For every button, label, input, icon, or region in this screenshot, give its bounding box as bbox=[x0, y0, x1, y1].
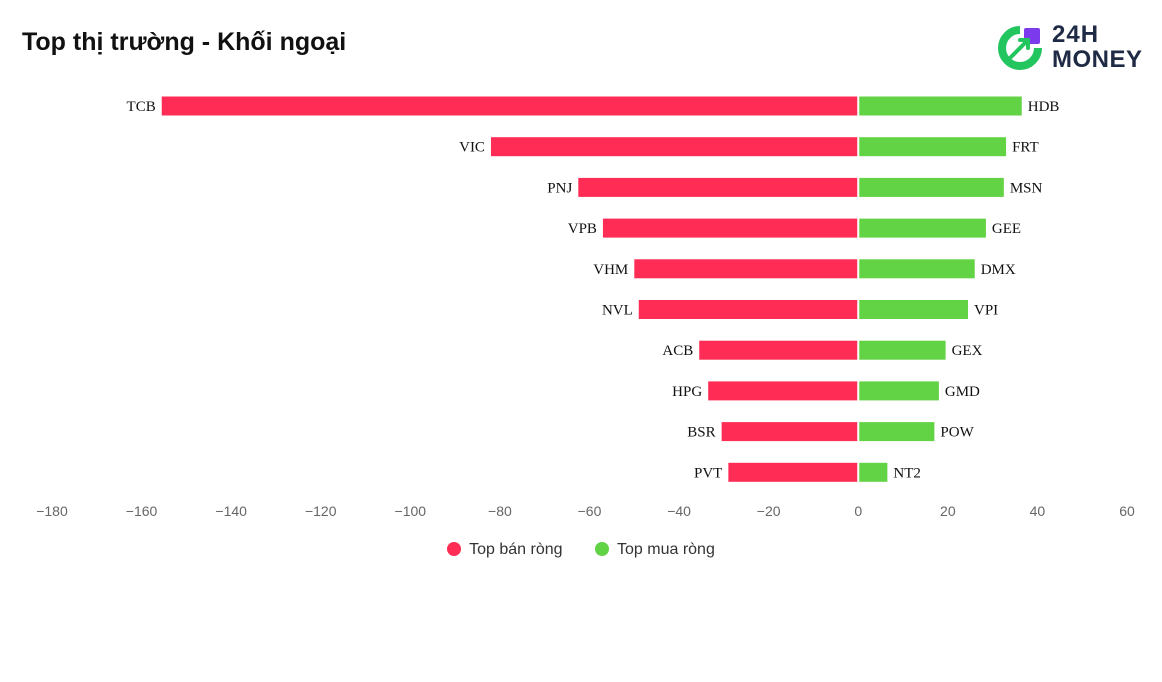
bar-label-buy: POW bbox=[940, 425, 974, 441]
bar-sell-acb[interactable] bbox=[699, 340, 859, 360]
bar-buy-vpi[interactable] bbox=[858, 300, 968, 319]
bar-sell-nvl[interactable] bbox=[638, 300, 859, 319]
bar-buy-pow[interactable] bbox=[858, 422, 935, 442]
bar-buy-gex[interactable] bbox=[858, 340, 946, 360]
bar-label-sell: BSR bbox=[687, 425, 715, 441]
logo-text-line2: MONEY bbox=[1052, 46, 1143, 73]
bar-buy-dmx[interactable] bbox=[858, 259, 975, 279]
bar-label-buy: GMD bbox=[945, 384, 980, 400]
legend-label-sell: Top bán ròng bbox=[469, 541, 563, 558]
bar-label-sell: VPB bbox=[568, 221, 597, 237]
x-tick-label: −80 bbox=[488, 503, 512, 519]
bar-label-buy: HDB bbox=[1028, 99, 1060, 115]
x-tick-label: −100 bbox=[395, 503, 427, 519]
x-tick-label: −180 bbox=[36, 503, 68, 519]
x-tick-label: −60 bbox=[578, 503, 602, 519]
bar-sell-vpb[interactable] bbox=[602, 218, 859, 238]
x-tick-label: −160 bbox=[126, 503, 158, 519]
bar-label-buy: MSN bbox=[1010, 180, 1043, 196]
bar-label-buy: GEE bbox=[992, 221, 1021, 237]
brand-logo: 24H MONEY bbox=[996, 22, 1146, 76]
bar-sell-pvt[interactable] bbox=[728, 462, 859, 482]
legend-label-buy: Top mua ròng bbox=[617, 541, 715, 558]
chart-legend: Top bán ròng Top mua ròng bbox=[0, 541, 1162, 559]
bar-label-buy: GEX bbox=[952, 343, 983, 359]
bar-sell-vic[interactable] bbox=[490, 137, 859, 157]
bar-buy-nt2[interactable] bbox=[858, 462, 888, 482]
x-tick-label: 20 bbox=[940, 503, 956, 519]
logo-text-line1: 24H bbox=[1052, 21, 1100, 48]
x-tick-label: −120 bbox=[305, 503, 337, 519]
x-tick-label: −20 bbox=[757, 503, 781, 519]
bar-sell-tcb[interactable] bbox=[161, 96, 859, 116]
bar-label-sell: VIC bbox=[459, 140, 485, 156]
bar-label-sell: ACB bbox=[662, 343, 693, 359]
bar-buy-frt[interactable] bbox=[858, 137, 1007, 157]
legend-item-sell[interactable]: Top bán ròng bbox=[447, 541, 563, 559]
bar-buy-gmd[interactable] bbox=[858, 381, 939, 401]
logo-icon bbox=[998, 26, 1042, 70]
bar-buy-msn[interactable] bbox=[858, 177, 1004, 197]
bar-label-buy: FRT bbox=[1012, 140, 1039, 156]
bar-label-buy: DMX bbox=[981, 262, 1016, 278]
legend-dot-buy bbox=[595, 542, 609, 556]
bar-sell-bsr[interactable] bbox=[721, 422, 859, 442]
x-tick-label: 0 bbox=[854, 503, 862, 519]
bar-label-sell: HPG bbox=[672, 384, 702, 400]
bar-buy-hdb[interactable] bbox=[858, 96, 1022, 116]
x-tick-label: −40 bbox=[667, 503, 691, 519]
x-tick-label: 60 bbox=[1119, 503, 1135, 519]
bar-sell-hpg[interactable] bbox=[708, 381, 859, 401]
legend-dot-sell bbox=[447, 542, 462, 556]
page-title: Top thị trường - Khối ngoại bbox=[22, 28, 347, 56]
bar-sell-pnj[interactable] bbox=[578, 177, 859, 197]
bar-label-sell: PNJ bbox=[547, 180, 572, 196]
bar-label-sell: VHM bbox=[593, 262, 628, 278]
bar-label-buy: NT2 bbox=[893, 465, 921, 481]
bar-sell-vhm[interactable] bbox=[634, 259, 859, 279]
bar-label-buy: VPI bbox=[974, 303, 998, 319]
legend-item-buy[interactable]: Top mua ròng bbox=[595, 541, 715, 559]
bar-label-sell: TCB bbox=[127, 99, 156, 115]
bar-buy-gee[interactable] bbox=[858, 218, 986, 238]
x-tick-label: 40 bbox=[1030, 503, 1046, 519]
x-tick-label: −140 bbox=[215, 503, 247, 519]
bar-label-sell: PVT bbox=[694, 465, 722, 481]
bar-label-sell: NVL bbox=[602, 303, 633, 319]
